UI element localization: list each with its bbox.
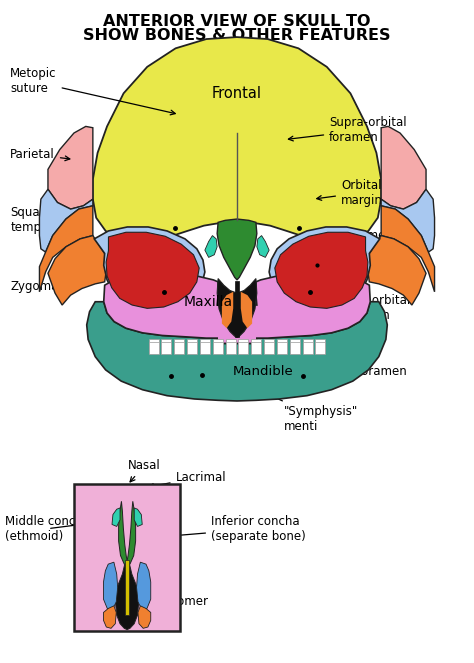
Polygon shape	[134, 508, 142, 526]
Text: ANTERIOR VIEW OF SKULL TO: ANTERIOR VIEW OF SKULL TO	[103, 14, 371, 29]
Polygon shape	[222, 292, 233, 328]
Bar	[187, 339, 197, 353]
Polygon shape	[138, 606, 151, 629]
Polygon shape	[257, 235, 269, 257]
Bar	[125, 560, 129, 615]
Polygon shape	[48, 127, 93, 209]
Polygon shape	[112, 508, 120, 526]
Text: "Symphysis"
menti: "Symphysis" menti	[236, 379, 358, 433]
Polygon shape	[217, 219, 257, 280]
Text: Squamous
temporal: Squamous temporal	[10, 206, 72, 234]
Bar	[162, 342, 172, 354]
Polygon shape	[93, 37, 381, 242]
Bar	[174, 339, 184, 353]
Polygon shape	[87, 302, 387, 401]
Bar	[302, 339, 312, 353]
Polygon shape	[269, 227, 380, 312]
Bar	[315, 339, 325, 353]
Polygon shape	[381, 189, 435, 252]
Bar	[162, 339, 172, 353]
Polygon shape	[205, 235, 217, 257]
Bar	[302, 342, 312, 354]
Polygon shape	[103, 562, 118, 609]
Polygon shape	[104, 272, 370, 343]
Bar	[213, 342, 223, 354]
Bar	[149, 342, 159, 354]
Text: Lacrimal: Lacrimal	[149, 471, 226, 489]
Polygon shape	[115, 564, 139, 630]
Bar	[149, 339, 159, 353]
Text: Vomer: Vomer	[133, 584, 209, 608]
Bar	[290, 342, 300, 354]
Text: Parietal: Parietal	[10, 148, 70, 160]
Bar	[238, 342, 248, 354]
Polygon shape	[127, 501, 136, 564]
Polygon shape	[137, 562, 151, 609]
Polygon shape	[217, 278, 257, 337]
Text: Mental foramen: Mental foramen	[307, 365, 406, 378]
Bar	[226, 339, 236, 353]
Text: Supra-orbital
foramen: Supra-orbital foramen	[288, 116, 407, 144]
Bar	[187, 342, 197, 354]
Bar	[238, 339, 248, 353]
Text: Infra-orbital
foramen: Infra-orbital foramen	[317, 294, 411, 322]
Polygon shape	[367, 235, 426, 305]
Polygon shape	[48, 235, 107, 305]
Bar	[264, 342, 274, 354]
Text: Orbital
margin: Orbital margin	[317, 178, 383, 207]
Text: Inferior concha
(separate bone): Inferior concha (separate bone)	[151, 514, 306, 542]
Bar	[200, 342, 210, 354]
Polygon shape	[381, 206, 435, 292]
Polygon shape	[94, 227, 205, 312]
Bar	[290, 339, 300, 353]
Bar	[74, 484, 180, 631]
Text: Middle concha
(ethmoid): Middle concha (ethmoid)	[5, 514, 91, 542]
Bar	[236, 281, 238, 337]
Polygon shape	[39, 206, 93, 292]
Text: Nasal: Nasal	[128, 459, 161, 482]
Polygon shape	[39, 189, 93, 252]
Bar	[200, 339, 210, 353]
Text: Frontal: Frontal	[212, 86, 262, 101]
Polygon shape	[241, 292, 252, 328]
Text: Mandible: Mandible	[232, 365, 293, 378]
Polygon shape	[275, 232, 368, 308]
Text: Zygomatic: Zygomatic	[10, 278, 79, 293]
Bar	[174, 342, 184, 354]
Polygon shape	[103, 606, 116, 629]
Text: Foramen for
zygomatico-
facial n: Foramen for zygomatico- facial n	[330, 229, 414, 272]
Polygon shape	[118, 501, 127, 564]
Bar	[251, 339, 261, 353]
Bar	[226, 342, 236, 354]
Text: SHOW BONES & OTHER FEATURES: SHOW BONES & OTHER FEATURES	[83, 29, 391, 44]
Bar	[213, 339, 223, 353]
Text: Metopic
suture: Metopic suture	[10, 68, 175, 115]
Bar	[264, 339, 274, 353]
Bar	[251, 342, 261, 354]
Bar	[315, 342, 325, 354]
Polygon shape	[106, 232, 199, 308]
Text: Maxilla: Maxilla	[184, 295, 233, 309]
Bar	[277, 339, 287, 353]
Polygon shape	[381, 127, 426, 209]
Bar	[277, 342, 287, 354]
